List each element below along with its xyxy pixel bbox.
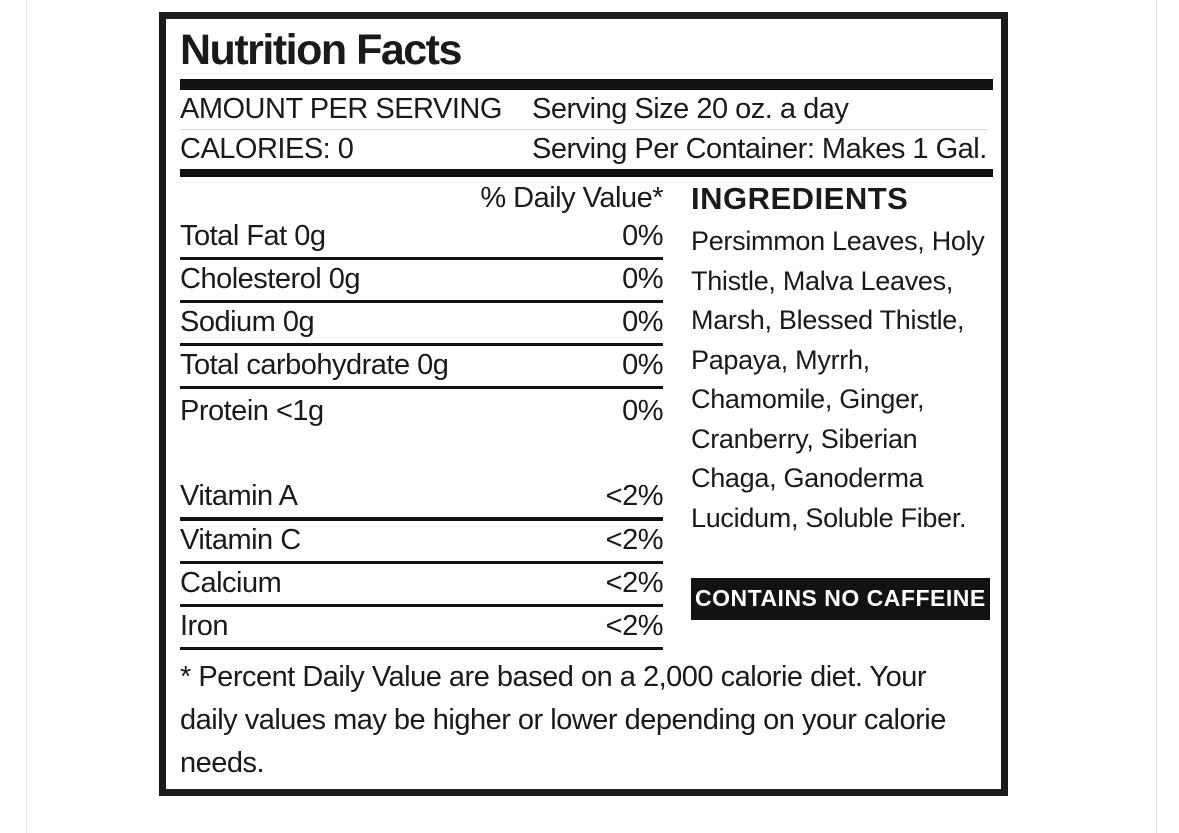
ingredients-column: INGREDIENTS Persimmon Leaves, Holy Thist… [691,181,990,650]
vitamin-name: Vitamin C [180,524,301,556]
label-main: % Daily Value* Total Fat 0g 0% Cholester… [180,181,990,650]
nutrient-row: Total Fat 0g 0% [180,217,663,260]
nutrient-name: Cholesterol 0g [180,263,361,295]
page-edge-left [26,0,27,833]
daily-value-header: % Daily Value* [480,182,663,214]
nutrient-row: Protein <1g 0% [180,389,663,432]
vitamin-row: Calcium <2% [180,564,664,607]
serving-size-value: Serving Size 20 oz. a day [532,93,849,125]
serving-info: AMOUNT PER SERVING Serving Size 20 oz. a… [180,90,987,169]
nutrient-name: Total Fat 0g [180,220,326,252]
vitamin-value: <2% [605,480,664,512]
serving-row: CALORIES: 0 Serving Per Container: Makes… [180,130,987,169]
serving-per-container-value: Serving Per Container: Makes 1 Gal. [532,133,987,165]
no-caffeine-badge: CONTAINS NO CAFFEINE [691,578,990,620]
nutrition-facts-label: Nutrition Facts AMOUNT PER SERVING Servi… [159,12,1008,796]
nutrient-table: % Daily Value* Total Fat 0g 0% Cholester… [180,181,664,650]
divider-thin [180,129,987,130]
daily-value-footnote: * Percent Daily Value are based on a 2,0… [180,661,946,779]
label-title: Nutrition Facts [180,26,462,74]
vitamin-name: Iron [180,610,228,642]
page-edge-right [1156,0,1157,833]
nutrient-value: 0% [622,395,663,427]
vitamin-row: Vitamin A <2% [180,478,664,521]
vitamin-value: <2% [605,524,664,556]
nutrient-name: Sodium 0g [180,306,315,338]
vitamin-value: <2% [605,567,664,599]
ingredients-text: Persimmon Leaves, Holy Thistle, Malva Le… [691,226,985,533]
vitamin-value: <2% [605,610,664,642]
calories-label: CALORIES: 0 [180,133,354,165]
serving-row: AMOUNT PER SERVING Serving Size 20 oz. a… [180,90,987,129]
vitamin-name: Calcium [180,567,282,599]
label-content: Nutrition Facts AMOUNT PER SERVING Servi… [166,19,1001,789]
vitamin-row: Vitamin C <2% [180,521,664,564]
divider-thick-mid [180,169,993,177]
nutrient-value: 0% [622,349,663,381]
divider-thick-top [180,79,993,90]
nutrient-value: 0% [622,220,663,252]
nutrient-name: Protein <1g [180,395,324,427]
nutrient-value: 0% [622,306,663,338]
nutrient-name: Total carbohydrate 0g [180,349,449,381]
amount-per-serving-label: AMOUNT PER SERVING [180,93,502,125]
nutrient-row: Sodium 0g 0% [180,303,663,346]
nutrient-row: Cholesterol 0g 0% [180,260,663,303]
ingredients-title: INGREDIENTS [691,181,909,216]
nutrient-value: 0% [622,263,663,295]
vitamin-row: Iron <2% [180,607,664,650]
nutrient-row: Total carbohydrate 0g 0% [180,346,663,389]
vitamin-name: Vitamin A [180,480,298,512]
